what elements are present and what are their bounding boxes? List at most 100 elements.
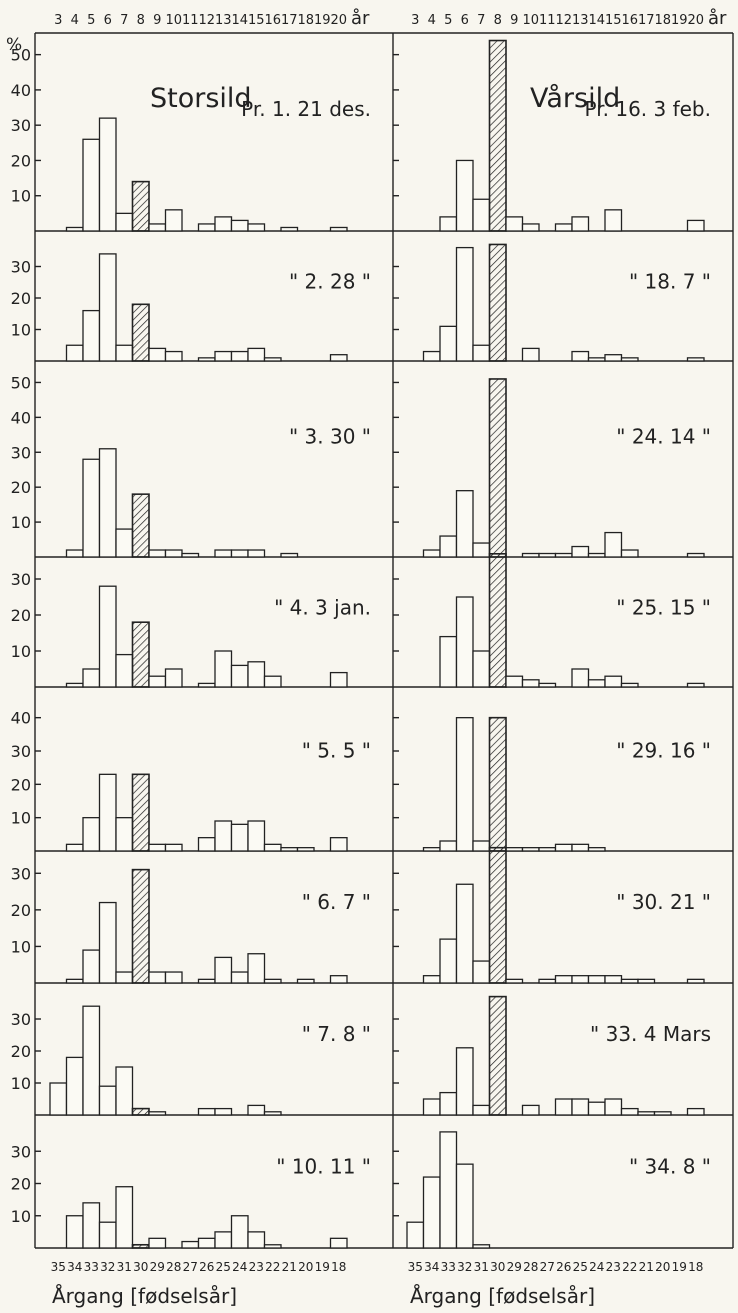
bar-age-9 — [148, 675, 167, 688]
age-tick-label: 9 — [153, 13, 161, 28]
bar-age-6 — [455, 717, 474, 852]
bar-age-20 — [329, 837, 348, 852]
bar-age-11 — [181, 1240, 200, 1249]
year-tick-label: 32 — [100, 1260, 115, 1274]
bar-age-13 — [214, 350, 233, 362]
bar-age-16 — [263, 843, 282, 852]
bar-age-13 — [571, 350, 590, 362]
sample-label: " 7. 8 " — [302, 1022, 371, 1046]
age-tick-label: 4 — [428, 13, 436, 28]
y-tick-label: 30 — [11, 258, 31, 277]
y-tick-label: 10 — [11, 321, 31, 340]
percent-label: % — [6, 35, 22, 55]
bar-age-16 — [620, 1107, 639, 1116]
bar-age-7 — [472, 650, 491, 688]
y-tick-label: 10 — [11, 642, 31, 661]
y-tick-label: 30 — [11, 570, 31, 589]
bar-age-7 — [472, 1244, 491, 1249]
age-tick-label: 3 — [411, 13, 419, 28]
bar-age-10 — [164, 209, 183, 232]
bar-age-4 — [65, 226, 84, 232]
y-tick-label: 10 — [11, 809, 31, 828]
bar-age-9 — [148, 971, 167, 984]
bar-age-16 — [620, 682, 639, 688]
column-title: Vårsild — [530, 83, 620, 114]
bar-age-13 — [214, 216, 233, 232]
y-tick-label: 20 — [11, 606, 31, 625]
bar-age-6 — [455, 490, 474, 558]
age-tick-label: 10 — [165, 13, 182, 28]
bar-age-9 — [148, 347, 167, 362]
y-tick-label: 20 — [11, 151, 31, 170]
year-tick-label: 26 — [199, 1260, 214, 1274]
bar-age-11 — [538, 847, 557, 852]
year-tick-label: 25 — [573, 1260, 588, 1274]
year-tick-label: 23 — [606, 1260, 621, 1274]
bar-age-5 — [439, 635, 458, 688]
panel-12: " 25. 15 " — [393, 552, 733, 688]
age-tick-label: 13 — [572, 13, 589, 28]
bar-age-9 — [148, 223, 167, 232]
bar-age-9 — [505, 216, 524, 232]
bar-age-6 — [98, 448, 117, 558]
bar-age-4 — [422, 847, 441, 852]
year-tick-label: 25 — [216, 1260, 231, 1274]
bar-age-12 — [554, 223, 573, 232]
bar-age-12 — [554, 843, 573, 852]
bar-age-5 — [82, 1005, 101, 1116]
bar-age-13 — [214, 1107, 233, 1116]
bar-highlight-age-8 — [488, 378, 507, 558]
bar-age-12 — [554, 1098, 573, 1116]
y-tick-label: 20 — [11, 289, 31, 308]
bar-age-10 — [521, 679, 540, 688]
bar-age-15 — [604, 675, 623, 688]
sample-label: " 30. 21 " — [616, 890, 711, 914]
y-tick-label: 30 — [11, 443, 31, 462]
age-tick-label: 9 — [510, 13, 518, 28]
bar-age-14 — [230, 219, 249, 232]
panel-7: 10 20 30 " 7. 8 " — [11, 1005, 393, 1116]
bar-age-20 — [329, 226, 348, 232]
bar-age-14 — [587, 975, 606, 984]
bar-age-20 — [686, 219, 705, 232]
age-tick-label: 12 — [198, 13, 215, 28]
bar-age-15 — [247, 1104, 266, 1116]
bar-age-14 — [587, 552, 606, 558]
bar-age-9 — [505, 978, 524, 984]
age-tick-label: 4 — [71, 13, 79, 28]
bar-age-10 — [521, 1104, 540, 1116]
age-tick-label: 17 — [281, 13, 298, 28]
y-tick-label: 40 — [11, 408, 31, 427]
bar-highlight-age-8 — [131, 493, 150, 558]
sample-label: " 4. 3 jan. — [274, 595, 371, 619]
y-tick-label: 50 — [11, 373, 31, 392]
bar-age-5 — [439, 938, 458, 984]
bar-age-7 — [115, 817, 134, 852]
bar-highlight-age-8 — [488, 995, 507, 1116]
sample-label: " 34. 8 " — [629, 1155, 711, 1179]
panel-8: 10 20 30 " 10. 11 " — [11, 1142, 393, 1249]
bar-age-15 — [247, 953, 266, 984]
bar-age-6 — [455, 159, 474, 232]
bar-age-15 — [247, 661, 266, 688]
bar-age-11 — [181, 552, 200, 558]
bar-age-15 — [604, 354, 623, 362]
bar-age-16 — [620, 549, 639, 558]
bar-age-6 — [455, 596, 474, 688]
age-tick-label: 19 — [314, 13, 331, 28]
bar-age-16 — [263, 1244, 282, 1249]
y-tick-label: 20 — [11, 1042, 31, 1061]
bar-age-10 — [164, 549, 183, 558]
age-tick-label: 6 — [461, 13, 469, 28]
year-tick-label: 29 — [507, 1260, 522, 1274]
y-tick-label: 30 — [11, 742, 31, 761]
bar-age-14 — [587, 1101, 606, 1116]
bar-age-4 — [65, 549, 84, 558]
age-tick-label: 18 — [297, 13, 314, 28]
year-tick-label: 23 — [249, 1260, 264, 1274]
age-tick-label: 5 — [444, 13, 452, 28]
sample-label: Pr. 16. 3 feb. — [585, 97, 711, 121]
bar-age-12 — [197, 1237, 216, 1249]
bar-highlight-age-8 — [488, 716, 507, 852]
